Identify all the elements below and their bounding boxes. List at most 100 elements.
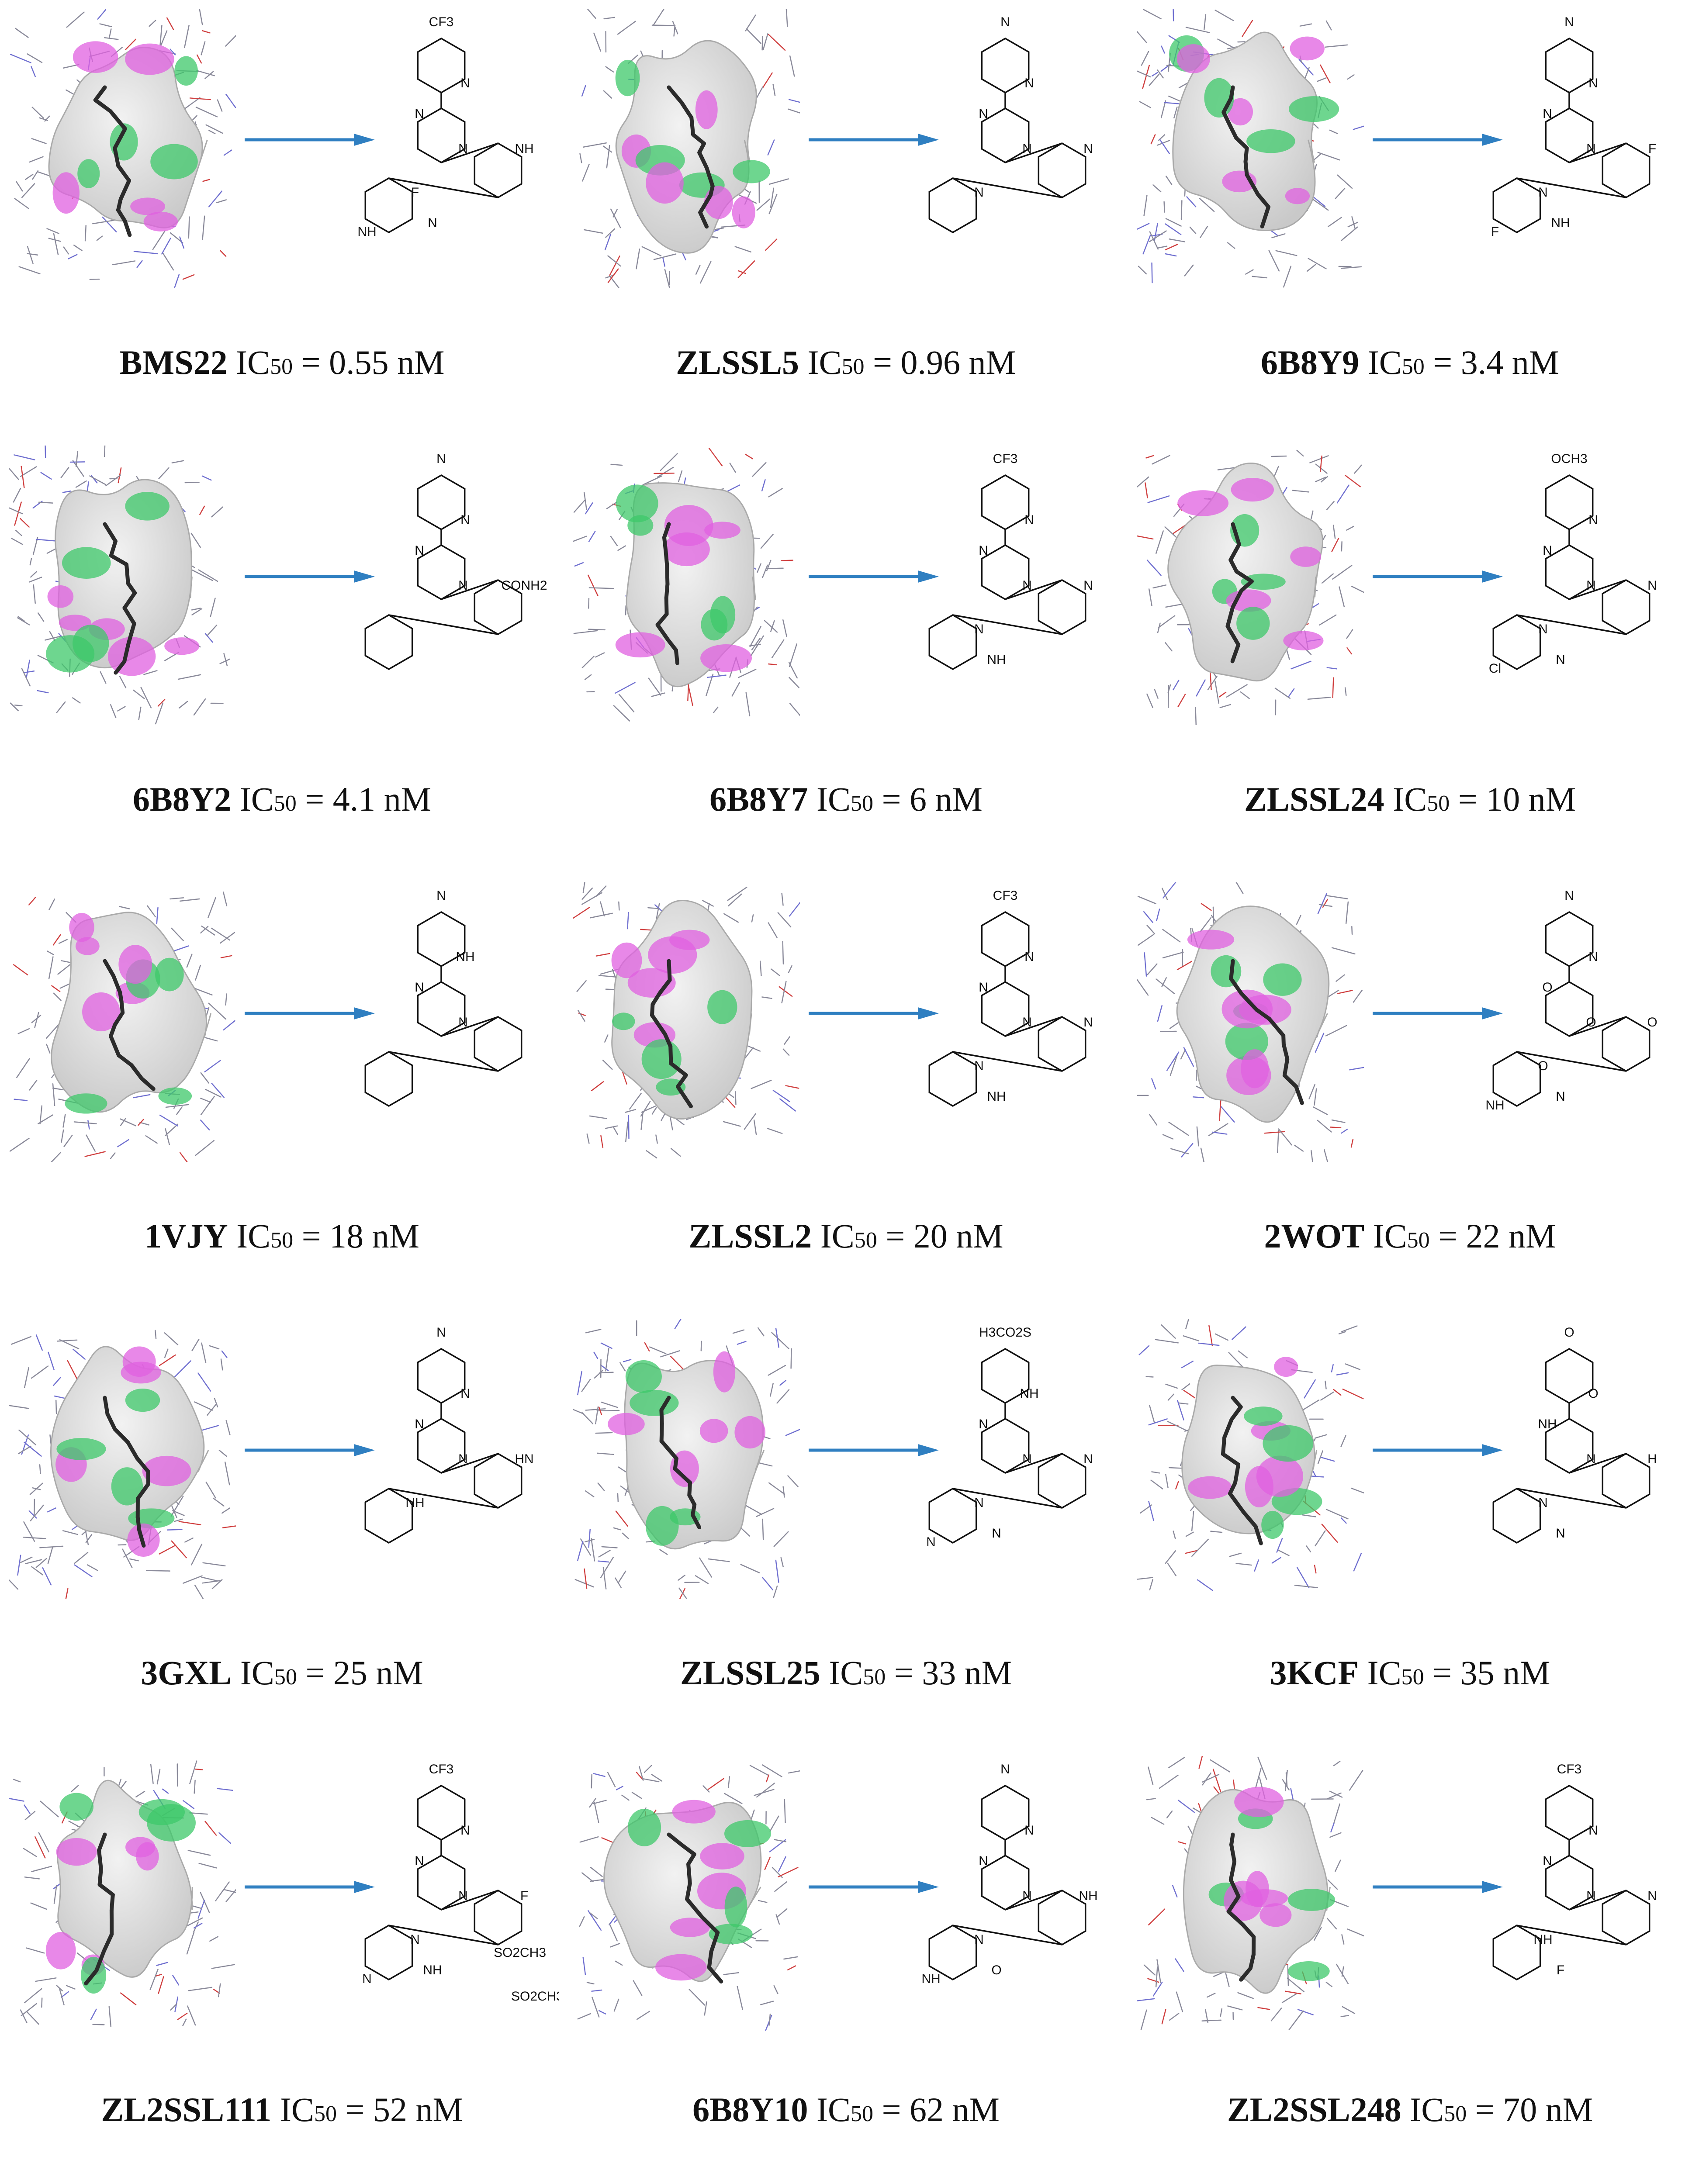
- atom-label: N: [1022, 1015, 1032, 1030]
- ic-equals: =: [1450, 780, 1486, 818]
- ic-label: IC: [228, 1217, 271, 1255]
- compound-caption: 6B8Y9 IC50 = 3.4 nM: [1128, 341, 1692, 389]
- compound-name: ZLSSL5: [676, 343, 799, 381]
- atom-label: F: [520, 1889, 528, 1903]
- binding-pocket-icon: [9, 1319, 236, 1599]
- atom-label: N: [1564, 15, 1574, 29]
- atom-label: N: [460, 1386, 470, 1401]
- atom-label: CF3: [1557, 1762, 1582, 1776]
- atom-label: NH: [423, 1963, 442, 1977]
- atom-label: N: [1083, 578, 1093, 593]
- atom-label: N: [979, 1417, 988, 1431]
- atom-label: N: [428, 216, 437, 230]
- atom-label: N: [458, 1889, 468, 1903]
- ic-label: IC: [231, 780, 274, 818]
- atom-label: N: [926, 1535, 936, 1549]
- compound-name: ZL2SSL111: [101, 2091, 271, 2129]
- atom-label: N: [974, 1496, 984, 1510]
- atom-label: NH: [1020, 1386, 1038, 1401]
- atom-label: CF3: [429, 1762, 454, 1776]
- atom-label: O: [991, 1963, 1001, 1977]
- compound-name: 2WOT: [1264, 1217, 1364, 1255]
- atom-label: N: [415, 980, 424, 995]
- atom-label: N: [460, 76, 470, 90]
- atom-label: F: [1491, 225, 1499, 239]
- atom-label: N: [1588, 76, 1598, 90]
- atom-label: N: [410, 1932, 420, 1947]
- ic-equals: =: [297, 1654, 333, 1692]
- atom-label: SO2CH3: [494, 1946, 546, 1960]
- atom-label: N: [974, 185, 984, 200]
- binding-pocket-icon: [1137, 1319, 1364, 1599]
- atom-label: NH: [1533, 1932, 1552, 1947]
- compound-name: 6B8Y7: [709, 780, 808, 818]
- ic-label: IC: [812, 1217, 855, 1255]
- ic-label: IC: [1359, 1654, 1401, 1692]
- ic-value: 20 nM: [913, 1217, 1003, 1255]
- compound-caption: 6B8Y7 IC50 = 6 nM: [564, 778, 1128, 826]
- ic-value: 52 nM: [373, 2091, 463, 2129]
- atom-label: N: [1647, 1889, 1657, 1903]
- atom-label: N: [415, 1854, 424, 1868]
- ic-value: 4.1 nM: [333, 780, 431, 818]
- ic-value: 10 nM: [1486, 780, 1576, 818]
- ic-subscript: 50: [1427, 791, 1450, 816]
- compound-caption: ZL2SSL111 IC50 = 52 nM: [0, 2088, 564, 2136]
- binding-pocket-icon: [573, 1756, 800, 2035]
- ic-label: IC: [1359, 343, 1402, 381]
- atom-label: N: [979, 1854, 988, 1868]
- atom-label: NH: [1485, 1098, 1504, 1113]
- compound-caption: ZLSSL5 IC50 = 0.96 nM: [564, 341, 1128, 389]
- atom-label: N: [1543, 1854, 1552, 1868]
- ic-subscript: 50: [314, 2101, 337, 2126]
- atom-label: CF3: [429, 15, 454, 29]
- compound-caption: 3GXL IC50 = 25 nM: [0, 1651, 564, 1699]
- ic-subscript: 50: [1402, 354, 1425, 379]
- atom-label: N: [460, 513, 470, 527]
- compound-name: ZLSSL25: [680, 1654, 820, 1692]
- ic-equals: =: [297, 780, 333, 818]
- atom-label: N: [974, 1932, 984, 1947]
- ic-value: 33 nM: [922, 1654, 1012, 1692]
- ic-subscript: 50: [270, 1228, 293, 1253]
- atom-label: N: [1024, 76, 1034, 90]
- compound-caption: 6B8Y2 IC50 = 4.1 nM: [0, 778, 564, 826]
- ic-label: IC: [271, 2091, 314, 2129]
- atom-label: CONH2: [501, 578, 547, 593]
- atom-label: N: [1000, 15, 1010, 29]
- atom-label: N: [1024, 950, 1034, 964]
- ic-label: IC: [808, 2091, 851, 2129]
- atom-label: N: [1586, 1452, 1596, 1466]
- atom-label: N: [460, 1823, 470, 1838]
- ic-label: IC: [232, 1654, 274, 1692]
- atom-label: NH: [921, 1972, 940, 1986]
- atom-label: N: [1022, 1452, 1032, 1466]
- atom-label: O: [1564, 1325, 1574, 1340]
- atom-label: N: [1022, 1889, 1032, 1903]
- ic-equals: =: [1425, 343, 1461, 381]
- atom-label: Cl: [1489, 661, 1501, 676]
- binding-pocket-icon: [1137, 9, 1364, 288]
- ic-equals: =: [877, 1217, 913, 1255]
- compound-name: 3KCF: [1270, 1654, 1359, 1692]
- compound-name: 6B8Y2: [133, 780, 231, 818]
- atom-label: N: [436, 452, 446, 466]
- ic-subscript: 50: [1444, 2101, 1467, 2126]
- ic-value: 70 nM: [1503, 2091, 1593, 2129]
- ic-subscript: 50: [863, 1665, 886, 1690]
